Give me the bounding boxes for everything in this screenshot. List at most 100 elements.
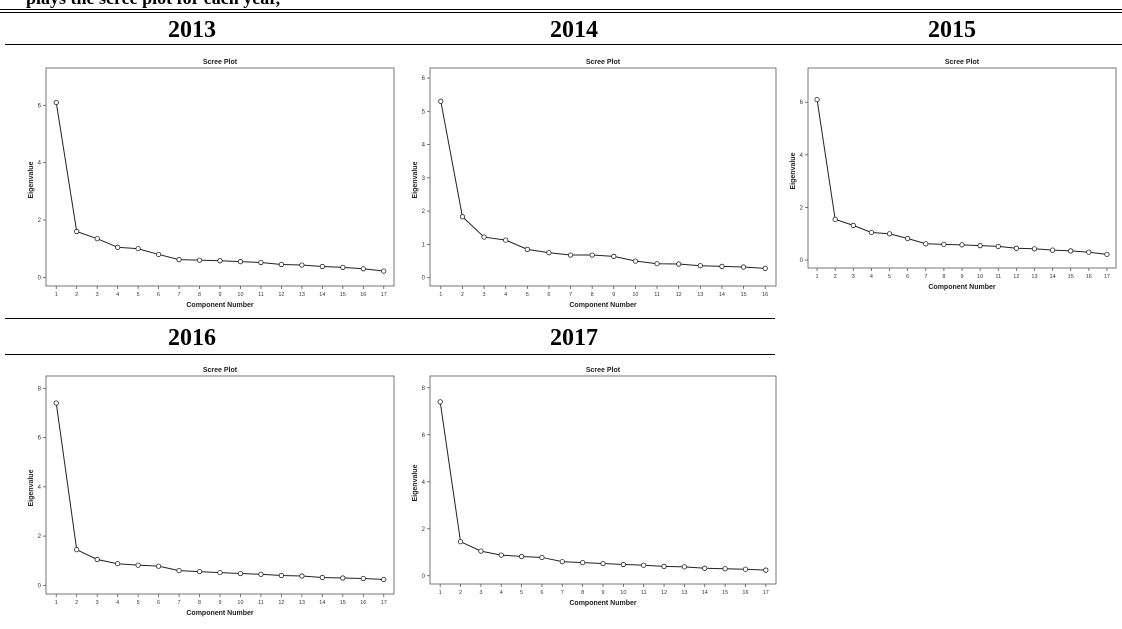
data-point — [681, 564, 688, 570]
x-tick-label: 1 — [439, 590, 442, 596]
x-tick-label: 6 — [157, 292, 160, 298]
table-rule — [377, 318, 775, 319]
data-point — [237, 570, 244, 577]
x-tick-label: 16 — [742, 590, 748, 596]
data-point — [340, 575, 346, 581]
y-tick-label: 6 — [38, 103, 42, 109]
data-point — [217, 258, 223, 264]
x-tick-label: 3 — [96, 292, 99, 298]
table-rule — [750, 44, 1122, 45]
y-tick-label: 4 — [38, 161, 42, 167]
data-point — [654, 261, 660, 267]
x-tick-label: 7 — [178, 292, 181, 298]
data-point — [580, 560, 586, 566]
x-tick-label: 11 — [995, 274, 1001, 280]
data-point — [661, 563, 667, 569]
data-point — [539, 554, 545, 561]
x-tick-label: 8 — [198, 600, 201, 606]
data-point — [94, 236, 100, 242]
chart-title: Scree Plot — [203, 59, 238, 66]
x-tick-label: 4 — [116, 292, 119, 298]
y-tick-label: 2 — [38, 218, 42, 224]
data-point — [702, 565, 708, 571]
y-axis-label: Eigenvalue — [28, 161, 35, 198]
y-tick-label: 8 — [422, 386, 426, 392]
data-point — [438, 98, 444, 104]
x-tick-label: 15 — [722, 590, 728, 596]
series-line — [55, 403, 384, 580]
data-point — [868, 229, 875, 236]
x-tick-label: 3 — [852, 274, 855, 280]
x-tick-label: 2 — [834, 274, 837, 280]
x-tick-label: 8 — [591, 292, 594, 298]
data-point — [641, 562, 647, 568]
data-point — [995, 243, 1001, 250]
x-tick-label: 14 — [719, 292, 725, 298]
data-point — [1013, 245, 1019, 251]
y-tick-label: 4 — [422, 480, 426, 486]
x-tick-label: 13 — [299, 292, 305, 298]
y-tick-label: 1 — [422, 242, 426, 248]
x-tick-label: 4 — [870, 274, 873, 280]
series-line — [55, 102, 384, 272]
x-tick-label: 1 — [55, 292, 58, 298]
x-tick-label: 4 — [504, 292, 507, 298]
data-point — [518, 553, 525, 560]
data-point — [620, 561, 626, 568]
x-tick-label: 16 — [762, 292, 768, 298]
x-tick-label: 9 — [960, 274, 963, 280]
data-point — [722, 566, 728, 572]
y-axis-label: Eigenvalue — [412, 464, 419, 501]
y-tick-label: 8 — [38, 386, 42, 392]
data-point — [959, 242, 965, 248]
x-tick-label: 10 — [237, 600, 243, 606]
y-tick-label: 2 — [800, 205, 804, 211]
data-point — [115, 561, 121, 567]
x-tick-label: 7 — [569, 292, 572, 298]
data-point — [742, 566, 749, 572]
data-point — [74, 228, 80, 235]
x-tick-label: 12 — [661, 590, 667, 596]
data-point — [503, 237, 509, 243]
data-point — [340, 264, 346, 270]
year-heading-2013: 2013 — [168, 17, 216, 43]
data-point — [360, 575, 366, 582]
x-tick-label: 14 — [702, 590, 708, 596]
data-point — [74, 547, 80, 553]
data-point — [319, 263, 325, 270]
x-tick-label: 17 — [1104, 274, 1110, 280]
data-point — [832, 216, 838, 222]
y-tick-label: 3 — [422, 176, 426, 182]
x-tick-label: 3 — [96, 600, 99, 606]
x-tick-label: 13 — [697, 292, 703, 298]
x-tick-label: 7 — [924, 274, 927, 280]
x-axis-label: Component Number — [928, 284, 996, 291]
x-tick-label: 11 — [641, 590, 647, 596]
y-axis-label: Eigenvalue — [28, 469, 35, 506]
x-tick-label: 15 — [741, 292, 747, 298]
year-heading-2016: 2016 — [168, 325, 216, 351]
data-point — [155, 563, 162, 569]
x-tick-label: 11 — [654, 292, 660, 298]
y-tick-label: 6 — [422, 76, 426, 82]
data-point — [94, 556, 100, 563]
data-point — [258, 571, 264, 577]
x-tick-label: 13 — [299, 600, 305, 606]
data-point — [740, 264, 747, 270]
y-axis-label: Eigenvalue — [412, 161, 419, 198]
data-point — [135, 246, 141, 252]
data-point — [115, 244, 121, 250]
chart-title: Scree Plot — [203, 367, 238, 374]
data-point — [278, 572, 285, 579]
data-point — [905, 235, 911, 242]
x-tick-label: 7 — [178, 600, 181, 606]
data-point — [176, 257, 182, 263]
data-point — [1049, 247, 1056, 253]
y-tick-label: 6 — [38, 436, 42, 442]
x-tick-label: 11 — [258, 292, 264, 298]
data-point — [196, 568, 203, 575]
data-point — [941, 241, 947, 247]
x-tick-label: 5 — [888, 274, 891, 280]
data-point — [53, 400, 59, 406]
